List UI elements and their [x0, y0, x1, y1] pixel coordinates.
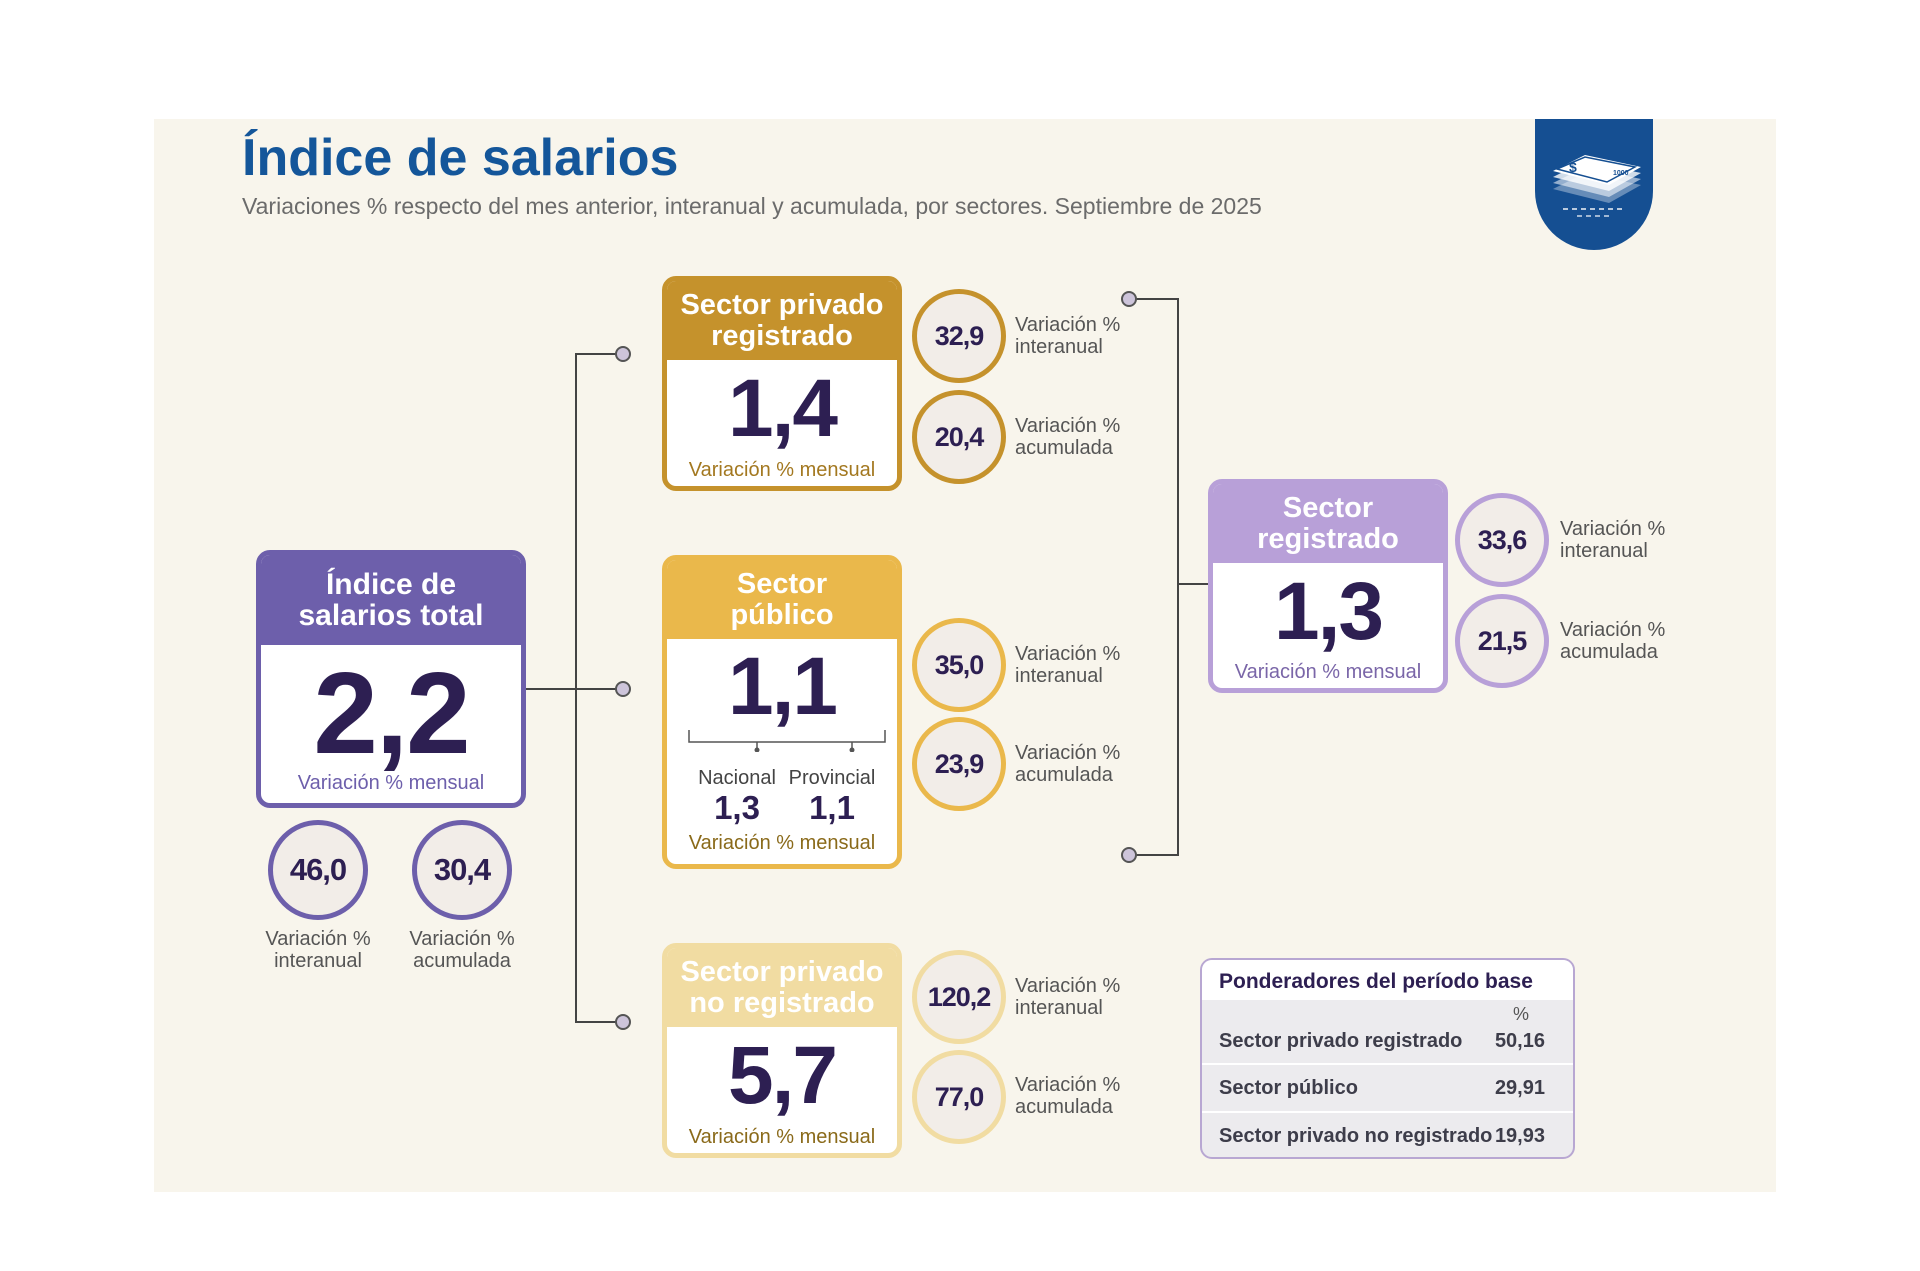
publico-acumulada-circle: 23,9: [912, 717, 1006, 811]
total-index-header: Índice de salarios total: [261, 555, 521, 645]
salary-badge: $ 1000: [1535, 119, 1653, 250]
publico-interanual-circle: 35,0: [912, 618, 1006, 712]
connector-node: [1121, 847, 1137, 863]
total-index-caption: Variación % mensual: [297, 772, 485, 794]
connector-node: [1121, 291, 1137, 307]
publico-breakdown-bracket: [688, 730, 886, 752]
total-acumulada-label: Variación % acumulada: [409, 928, 515, 973]
registrado-acumulada-circle: 21,5: [1455, 594, 1549, 688]
no-registrado-caption: Variación % mensual: [688, 1126, 876, 1148]
total-index-box: Índice de salarios total 2,2 Variación %…: [256, 550, 526, 808]
page-subtitle: Variaciones % respecto del mes anterior,…: [242, 193, 1262, 219]
no-registrado-interanual-circle: 120,2: [912, 950, 1006, 1044]
total-index-value: 2,2: [313, 648, 470, 778]
privado-registrado-caption: Variación % mensual: [688, 459, 876, 481]
ponderadores-table: Ponderadores del período base % Sector p…: [1200, 958, 1575, 1159]
privado-registrado-acumulada-label: Variación % acumulada: [1015, 415, 1121, 460]
svg-text:1000: 1000: [1613, 170, 1629, 177]
no-registrado-interanual-label: Variación % interanual: [1015, 975, 1121, 1020]
publico-box: Sector público 1,1 Nacional 1,3 Provinci…: [662, 555, 902, 869]
registrado-interanual-circle: 33,6: [1455, 493, 1549, 587]
registrado-interanual-label: Variación % interanual: [1560, 518, 1666, 563]
money-stack-icon: $ 1000: [1553, 155, 1641, 217]
publico-value: 1,1: [728, 641, 838, 732]
publico-provincial-label: Provincial: [788, 767, 876, 789]
registrado-box: Sector registrado 1,3 Variación % mensua…: [1208, 479, 1448, 693]
no-registrado-value: 5,7: [728, 1030, 838, 1121]
no-registrado-header: Sector privado no registrado: [667, 948, 897, 1027]
connector-node: [615, 346, 631, 362]
privado-registrado-interanual-label: Variación % interanual: [1015, 314, 1121, 359]
privado-registrado-acumulada-circle: 20,4: [912, 390, 1006, 484]
publico-nacional-label: Nacional: [698, 767, 776, 789]
publico-header: Sector público: [667, 560, 897, 639]
connector-node: [615, 681, 631, 697]
privado-registrado-box: Sector privado registrado 1,4 Variación …: [662, 276, 902, 491]
privado-registrado-value: 1,4: [728, 363, 838, 454]
no-registrado-acumulada-label: Variación % acumulada: [1015, 1074, 1121, 1119]
privado-registrado-interanual-circle: 32,9: [912, 289, 1006, 383]
publico-nacional-value: 1,3: [714, 789, 760, 826]
total-interanual-circle: 46,0: [268, 820, 368, 920]
total-interanual-label: Variación % interanual: [265, 928, 371, 973]
page-title: Índice de salarios: [242, 129, 679, 187]
svg-text:$: $: [1569, 159, 1577, 175]
privado-registrado-header: Sector privado registrado: [667, 281, 897, 360]
registrado-header: Sector registrado: [1213, 484, 1443, 563]
total-acumulada-circle: 30,4: [412, 820, 512, 920]
no-registrado-box: Sector privado no registrado 5,7 Variaci…: [662, 943, 902, 1158]
publico-acumulada-label: Variación % acumulada: [1015, 742, 1121, 787]
registrado-caption: Variación % mensual: [1234, 661, 1422, 683]
ponderadores-title: Ponderadores del período base: [1202, 960, 1573, 1000]
registrado-acumulada-label: Variación % acumulada: [1560, 619, 1666, 664]
no-registrado-acumulada-circle: 77,0: [912, 1050, 1006, 1144]
publico-provincial-value: 1,1: [809, 789, 855, 826]
ponderadores-unit: %: [1512, 1004, 1529, 1024]
connector-node: [615, 1014, 631, 1030]
registrado-value: 1,3: [1274, 566, 1384, 657]
publico-interanual-label: Variación % interanual: [1015, 643, 1121, 688]
publico-caption: Variación % mensual: [688, 832, 876, 854]
